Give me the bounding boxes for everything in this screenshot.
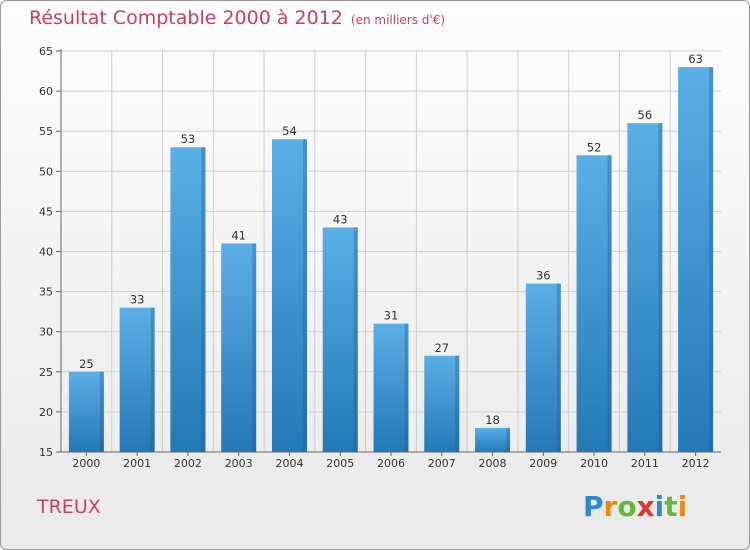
bar-shade [455, 355, 460, 452]
data-label: 33 [130, 293, 145, 307]
logo-letter: x [636, 490, 655, 523]
bar [119, 307, 155, 452]
title-text: Résultat Comptable 2000 à 2012 [29, 7, 343, 29]
bars [68, 67, 714, 453]
logo-letter: o [617, 490, 637, 523]
y-tick-label: 25 [39, 366, 53, 379]
y-tick-label: 45 [39, 205, 53, 218]
bar-shade [709, 67, 714, 452]
y-tick-label: 65 [39, 45, 53, 58]
y-tick-label: 40 [39, 246, 53, 259]
bar [221, 243, 257, 452]
x-tick-label: 2007 [428, 457, 456, 470]
bar [424, 355, 460, 452]
bar-shade [658, 123, 663, 453]
data-label: 27 [434, 341, 449, 355]
bar-shade [252, 243, 257, 452]
data-label: 53 [181, 132, 196, 146]
y-tick-label: 35 [39, 286, 53, 299]
data-label: 54 [282, 124, 297, 138]
bar-shade [99, 371, 104, 452]
bar [170, 147, 206, 453]
commune-name: TREUX [37, 496, 101, 518]
bar-shade [353, 227, 358, 452]
y-tick-label: 50 [39, 165, 53, 178]
chart-title: Résultat Comptable 2000 à 2012 (en millie… [29, 7, 445, 29]
title-unit: (en milliers d'€) [350, 13, 446, 27]
bar [373, 323, 409, 452]
bar [576, 155, 612, 452]
x-tick-label: 2010 [580, 457, 608, 470]
x-tick-label: 2012 [682, 457, 710, 470]
bar-shade [302, 139, 307, 452]
proxiti-logo[interactable]: Proxiti [583, 490, 687, 523]
logo-letter: i [654, 490, 665, 523]
bar [271, 139, 307, 452]
data-label: 36 [536, 269, 551, 283]
logo-letter: r [603, 490, 618, 523]
bar [627, 123, 663, 453]
y-tick-label: 20 [39, 406, 53, 419]
data-labels: 25 33 53 41 54 43 31 27 18 36 52 56 63 [79, 52, 703, 427]
x-tick-label: 2008 [479, 457, 507, 470]
bar-shade [607, 155, 612, 452]
bar [525, 283, 561, 452]
x-tick-label: 2000 [72, 457, 100, 470]
x-tick-label: 2005 [326, 457, 354, 470]
data-label: 43 [333, 212, 348, 226]
logo-letter: t [664, 490, 678, 523]
y-tick-label: 15 [39, 446, 53, 459]
data-label: 52 [587, 140, 602, 154]
data-label: 25 [79, 357, 94, 371]
y-tick-label: 55 [39, 125, 53, 138]
x-tick-label: 2001 [123, 457, 151, 470]
x-tick-label: 2011 [631, 457, 659, 470]
data-label: 56 [638, 108, 653, 122]
bar-shade [506, 427, 511, 452]
x-tick-label: 2003 [225, 457, 253, 470]
bar [475, 427, 511, 452]
bar-shade [404, 323, 409, 452]
bar-shade [556, 283, 561, 452]
x-tick-label: 2002 [174, 457, 202, 470]
data-label: 18 [485, 413, 500, 427]
bar-shade [201, 147, 206, 453]
y-tick-label: 30 [39, 326, 53, 339]
bar-shade [150, 307, 155, 452]
bar [678, 67, 714, 452]
x-tick-label: 2006 [377, 457, 405, 470]
x-tick-label: 2004 [275, 457, 303, 470]
data-label: 63 [688, 52, 703, 66]
bar [322, 227, 358, 452]
logo-letter: P [583, 490, 604, 523]
y-tick-label: 60 [39, 85, 53, 98]
data-label: 31 [384, 309, 399, 323]
data-label: 41 [231, 228, 246, 242]
x-tick-label: 2009 [529, 457, 557, 470]
bar [68, 371, 104, 452]
logo-letter: i [677, 490, 688, 523]
